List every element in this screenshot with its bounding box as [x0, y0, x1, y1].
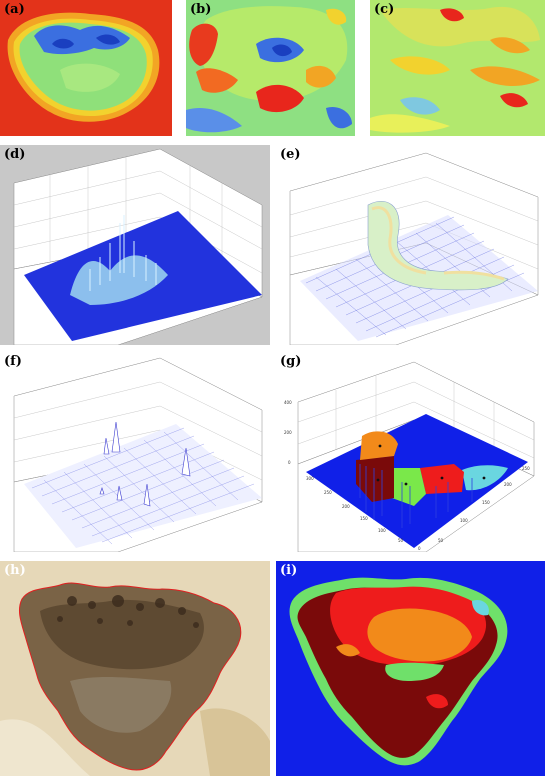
- tick-g-x-6: 0: [418, 546, 421, 551]
- tick-g-x-4: 100: [378, 528, 386, 533]
- mesh-plot-e: [276, 145, 545, 345]
- peak-plot-f: [0, 352, 270, 552]
- tick-g-x-0: 300: [306, 476, 314, 481]
- cluster-plot-g: 400 200 0 300 250 200 150 100 50 0 50 10…: [276, 352, 545, 552]
- tick-g-x-1: 250: [324, 490, 332, 495]
- heatmap-c: [370, 0, 545, 136]
- panel-label-b: (b): [190, 2, 212, 17]
- heatmap-b: [186, 0, 355, 136]
- tick-g-y-1: 100: [460, 518, 468, 523]
- tick-g-y-2: 150: [482, 500, 490, 505]
- lesion-photo-h: [0, 561, 270, 776]
- panel-b-heatmap: (b): [186, 0, 355, 136]
- heatmap-a: [0, 0, 172, 136]
- panel-label-f: (f): [4, 354, 22, 369]
- panel-label-g: (g): [280, 354, 302, 369]
- panel-f-peaks: (f): [0, 352, 270, 552]
- tick-g-y-3: 200: [504, 482, 512, 487]
- tick-g-z-0: 400: [284, 400, 292, 405]
- segmentation-map-i: [276, 561, 545, 776]
- panel-label-e: (e): [280, 147, 301, 162]
- tick-g-y-0: 50: [438, 538, 444, 543]
- panel-label-h: (h): [4, 563, 26, 578]
- panel-d-surface: (d): [0, 145, 270, 345]
- peaks-f: [99, 421, 191, 507]
- tick-g-x-5: 50: [398, 538, 404, 543]
- panel-i-segmentation: (i): [276, 561, 545, 776]
- tick-g-z-1: 200: [284, 430, 292, 435]
- panel-a-heatmap: (a): [0, 0, 172, 136]
- panel-h-photo: (h): [0, 561, 270, 776]
- cluster-g-green: [392, 468, 426, 506]
- segment-orange: [367, 608, 472, 662]
- panel-label-i: (i): [280, 563, 298, 578]
- tick-g-x-2: 200: [342, 504, 350, 509]
- segment-inner-green: [385, 662, 444, 681]
- surface-plot-d: [0, 145, 270, 345]
- panel-label-d: (d): [4, 147, 26, 162]
- panel-e-mesh: (e): [276, 145, 545, 345]
- panel-g-clusters: 400 200 0 300 250 200 150 100 50 0 50 10…: [276, 352, 545, 552]
- lesion-border: [19, 582, 242, 771]
- tick-g-x-3: 150: [360, 516, 368, 521]
- panel-label-a: (a): [4, 2, 25, 17]
- cluster-g-dark-red: [356, 456, 394, 502]
- panel-label-c: (c): [374, 2, 395, 17]
- panel-c-heatmap: (c): [370, 0, 545, 136]
- tick-g-y-4: 250: [522, 466, 530, 471]
- tick-g-z-2: 0: [288, 460, 291, 465]
